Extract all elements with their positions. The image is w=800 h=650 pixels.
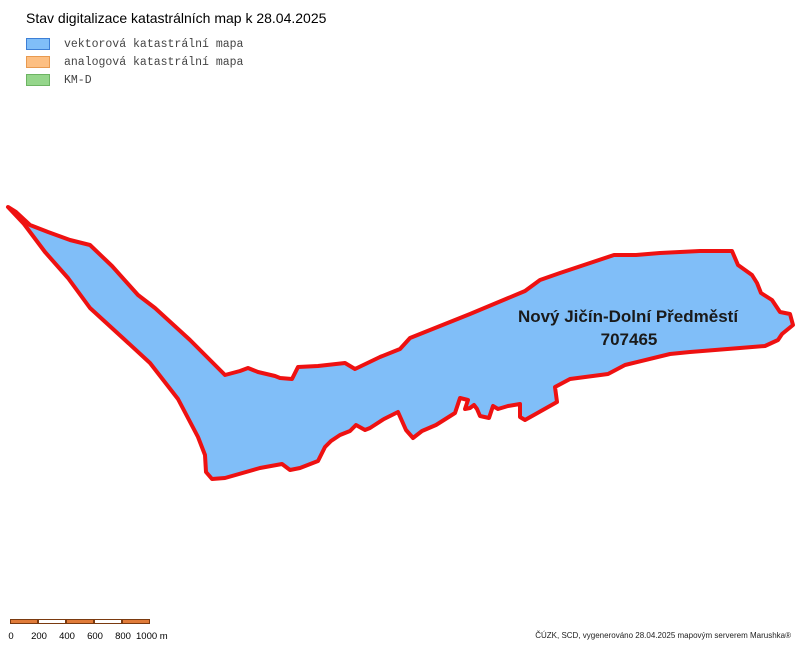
legend-item-vector: vektorová katastrální mapa bbox=[26, 35, 243, 53]
map-title: Stav digitalizace katastrálních map k 28… bbox=[26, 10, 327, 26]
scale-tick-label: 800 bbox=[115, 631, 131, 642]
legend-swatch-vector bbox=[26, 38, 50, 50]
legend-item-kmd: KM-D bbox=[26, 71, 243, 89]
map-legend: vektorová katastrální mapa analogová kat… bbox=[26, 35, 243, 89]
legend-swatch-kmd bbox=[26, 74, 50, 86]
scale-tick-label: 600 bbox=[87, 631, 103, 642]
cadastral-area-polygon[interactable] bbox=[6, 205, 795, 481]
legend-swatch-analog bbox=[26, 56, 50, 68]
legend-label-analog: analogová katastrální mapa bbox=[64, 55, 244, 69]
scale-segment bbox=[10, 619, 38, 624]
scale-tick-label: 0 bbox=[8, 631, 14, 642]
scale-segment bbox=[122, 619, 150, 624]
scale-segment bbox=[38, 619, 66, 624]
legend-label-kmd: KM-D bbox=[64, 73, 92, 87]
legend-item-analog: analogová katastrální mapa bbox=[26, 53, 243, 71]
map-attribution: ČÚZK, SCD, vygenerováno 28.04.2025 mapov… bbox=[535, 631, 791, 640]
scale-segment bbox=[94, 619, 122, 624]
parcel-code-label: 707465 bbox=[601, 330, 658, 349]
parcel-name-label: Nový Jičín-Dolní Předměstí bbox=[518, 307, 739, 326]
scale-tick-label: 200 bbox=[31, 631, 47, 642]
scale-segment bbox=[66, 619, 94, 624]
scale-tick-label: 1000 m bbox=[136, 631, 168, 642]
legend-label-vector: vektorová katastrální mapa bbox=[64, 37, 244, 51]
scale-tick-label: 400 bbox=[59, 631, 75, 642]
